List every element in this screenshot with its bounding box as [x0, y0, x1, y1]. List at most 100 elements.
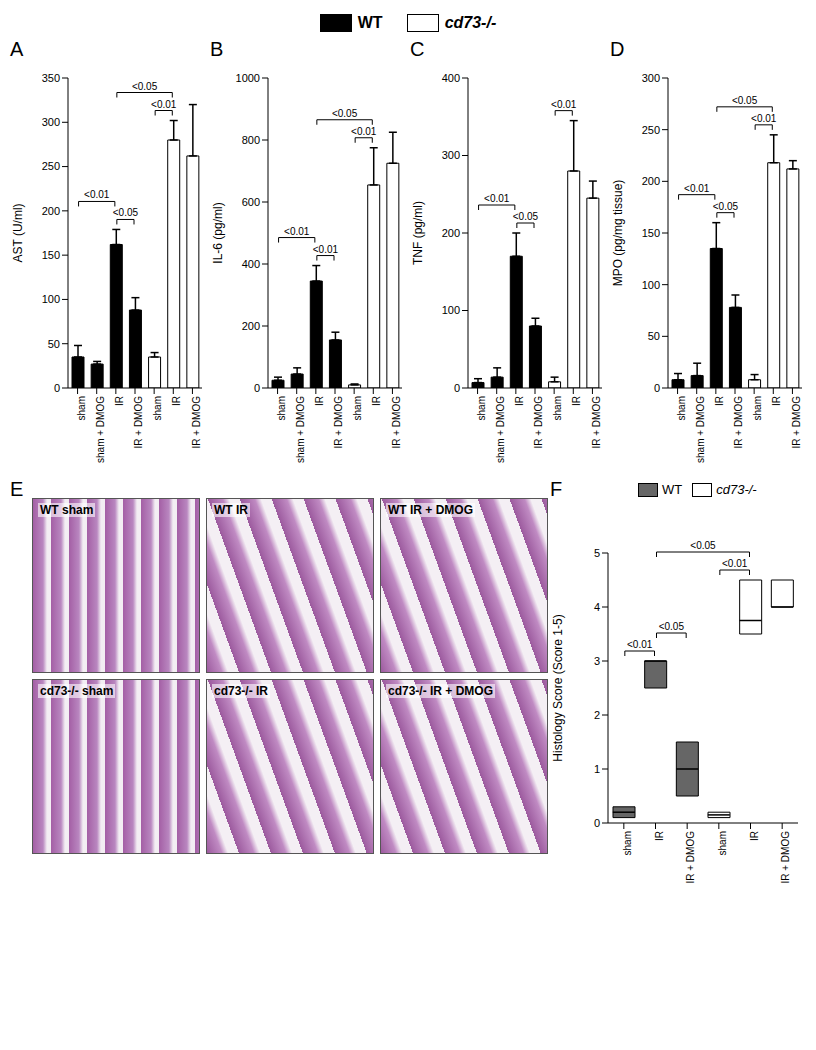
svg-text:<0.01: <0.01 [551, 99, 577, 110]
html-text:WT: WT [662, 482, 683, 497]
svg-text:400: 400 [442, 72, 460, 84]
svg-text:<0.01: <0.01 [684, 183, 710, 194]
svg-text:200: 200 [42, 205, 60, 217]
svg-text:AST (U/ml): AST (U/ml) [11, 203, 25, 262]
html-text:cd73-/-: cd73-/- [444, 14, 497, 31]
html-text:D: D [610, 38, 625, 60]
svg-text:300: 300 [442, 149, 460, 161]
svg-text:IR: IR [114, 396, 125, 406]
svg-text:<0.01: <0.01 [284, 226, 310, 237]
svg-text:IR: IR [714, 396, 725, 406]
svg-text:300: 300 [642, 72, 660, 84]
svg-text:IL-6 (pg/ml): IL-6 (pg/ml) [211, 202, 225, 263]
svg-text:250: 250 [642, 124, 660, 136]
svg-text:sham: sham [276, 396, 287, 420]
svg-text:150: 150 [642, 227, 660, 239]
svg-text:800: 800 [242, 134, 260, 146]
svg-text:5: 5 [594, 547, 600, 559]
svg-text:sham + DMOG: sham + DMOG [695, 396, 706, 463]
svg-text:<0.01: <0.01 [722, 558, 748, 569]
svg-text:IR: IR [514, 396, 525, 406]
svg-text:MPO (pg/mg tissue): MPO (pg/mg tissue) [611, 180, 625, 287]
svg-text:100: 100 [642, 279, 660, 291]
svg-text:IR + DMOG: IR + DMOG [391, 396, 402, 449]
svg-text:<0.05: <0.05 [659, 621, 685, 632]
html-text:WT sham: WT sham [40, 503, 94, 517]
svg-text:sham + DMOG: sham + DMOG [295, 396, 306, 463]
svg-text:sham: sham [552, 396, 563, 420]
svg-text:<0.05: <0.05 [732, 95, 758, 106]
svg-text:600: 600 [242, 196, 260, 208]
svg-text:0: 0 [594, 817, 600, 829]
svg-text:0: 0 [454, 382, 460, 394]
svg-text:<0.01: <0.01 [84, 189, 110, 200]
svg-text:3: 3 [594, 655, 600, 667]
svg-text:350: 350 [42, 72, 60, 84]
svg-text:50: 50 [648, 330, 660, 342]
svg-text:<0.05: <0.05 [513, 211, 539, 222]
svg-text:IR: IR [654, 831, 665, 841]
svg-text:sham: sham [717, 831, 728, 855]
svg-text:Histology Score (Score 1-5): Histology Score (Score 1-5) [551, 614, 565, 761]
html-text:B: B [210, 38, 224, 60]
svg-text:300: 300 [42, 116, 60, 128]
svg-text:sham: sham [676, 396, 687, 420]
svg-text:2: 2 [594, 709, 600, 721]
svg-text:<0.01: <0.01 [627, 639, 653, 650]
svg-text:150: 150 [42, 249, 60, 261]
svg-text:sham: sham [76, 396, 87, 420]
svg-text:<0.05: <0.05 [113, 207, 139, 218]
svg-text:IR + DMOG: IR + DMOG [333, 396, 344, 449]
svg-text:<0.05: <0.05 [132, 81, 158, 92]
svg-text:200: 200 [242, 320, 260, 332]
svg-text:100: 100 [442, 304, 460, 316]
svg-text:0: 0 [654, 382, 660, 394]
svg-text:1000: 1000 [236, 72, 260, 84]
svg-text:IR: IR [771, 396, 782, 406]
svg-text:0: 0 [254, 382, 260, 394]
svg-text:<0.01: <0.01 [751, 113, 777, 124]
svg-text:IR + DMOG: IR + DMOG [791, 396, 802, 449]
svg-text:<0.01: <0.01 [313, 244, 339, 255]
svg-text:1: 1 [594, 763, 600, 775]
svg-text:250: 250 [42, 160, 60, 172]
html-text:A: A [10, 38, 24, 60]
svg-text:TNF (pg/ml): TNF (pg/ml) [411, 201, 425, 265]
svg-text:IR: IR [371, 396, 382, 406]
svg-text:IR + DMOG: IR + DMOG [685, 831, 696, 884]
svg-text:IR: IR [171, 396, 182, 406]
svg-text:200: 200 [642, 175, 660, 187]
html-text:WT: WT [357, 14, 383, 31]
svg-text:sham + DMOG: sham + DMOG [95, 396, 106, 463]
html-text:E: E [10, 478, 24, 500]
svg-text:<0.01: <0.01 [351, 126, 377, 137]
svg-text:200: 200 [442, 227, 460, 239]
svg-text:0: 0 [54, 382, 60, 394]
svg-text:IR: IR [749, 831, 760, 841]
html-text:C: C [410, 38, 425, 60]
svg-text:4: 4 [594, 601, 600, 613]
svg-text:<0.05: <0.05 [713, 201, 739, 212]
svg-text:400: 400 [242, 258, 260, 270]
svg-text:IR + DMOG: IR + DMOG [780, 831, 791, 884]
svg-text:<0.05: <0.05 [690, 540, 716, 551]
svg-text:IR + DMOG: IR + DMOG [133, 396, 144, 449]
svg-text:IR + DMOG: IR + DMOG [533, 396, 544, 449]
svg-text:sham: sham [152, 396, 163, 420]
svg-text:sham: sham [476, 396, 487, 420]
svg-text:<0.01: <0.01 [484, 193, 510, 204]
svg-text:<0.01: <0.01 [151, 99, 177, 110]
svg-text:sham: sham [752, 396, 763, 420]
svg-text:sham + DMOG: sham + DMOG [495, 396, 506, 463]
svg-text:100: 100 [42, 293, 60, 305]
svg-text:50: 50 [48, 338, 60, 350]
svg-text:IR: IR [314, 396, 325, 406]
svg-text:IR + DMOG: IR + DMOG [733, 396, 744, 449]
svg-text:IR + DMOG: IR + DMOG [591, 396, 602, 449]
svg-text:sham: sham [622, 831, 633, 855]
svg-text:<0.05: <0.05 [332, 108, 358, 119]
html-text:cd73-/-: cd73-/- [716, 482, 757, 497]
svg-text:IR: IR [571, 396, 582, 406]
svg-text:sham: sham [352, 396, 363, 420]
svg-text:IR + DMOG: IR + DMOG [191, 396, 202, 449]
